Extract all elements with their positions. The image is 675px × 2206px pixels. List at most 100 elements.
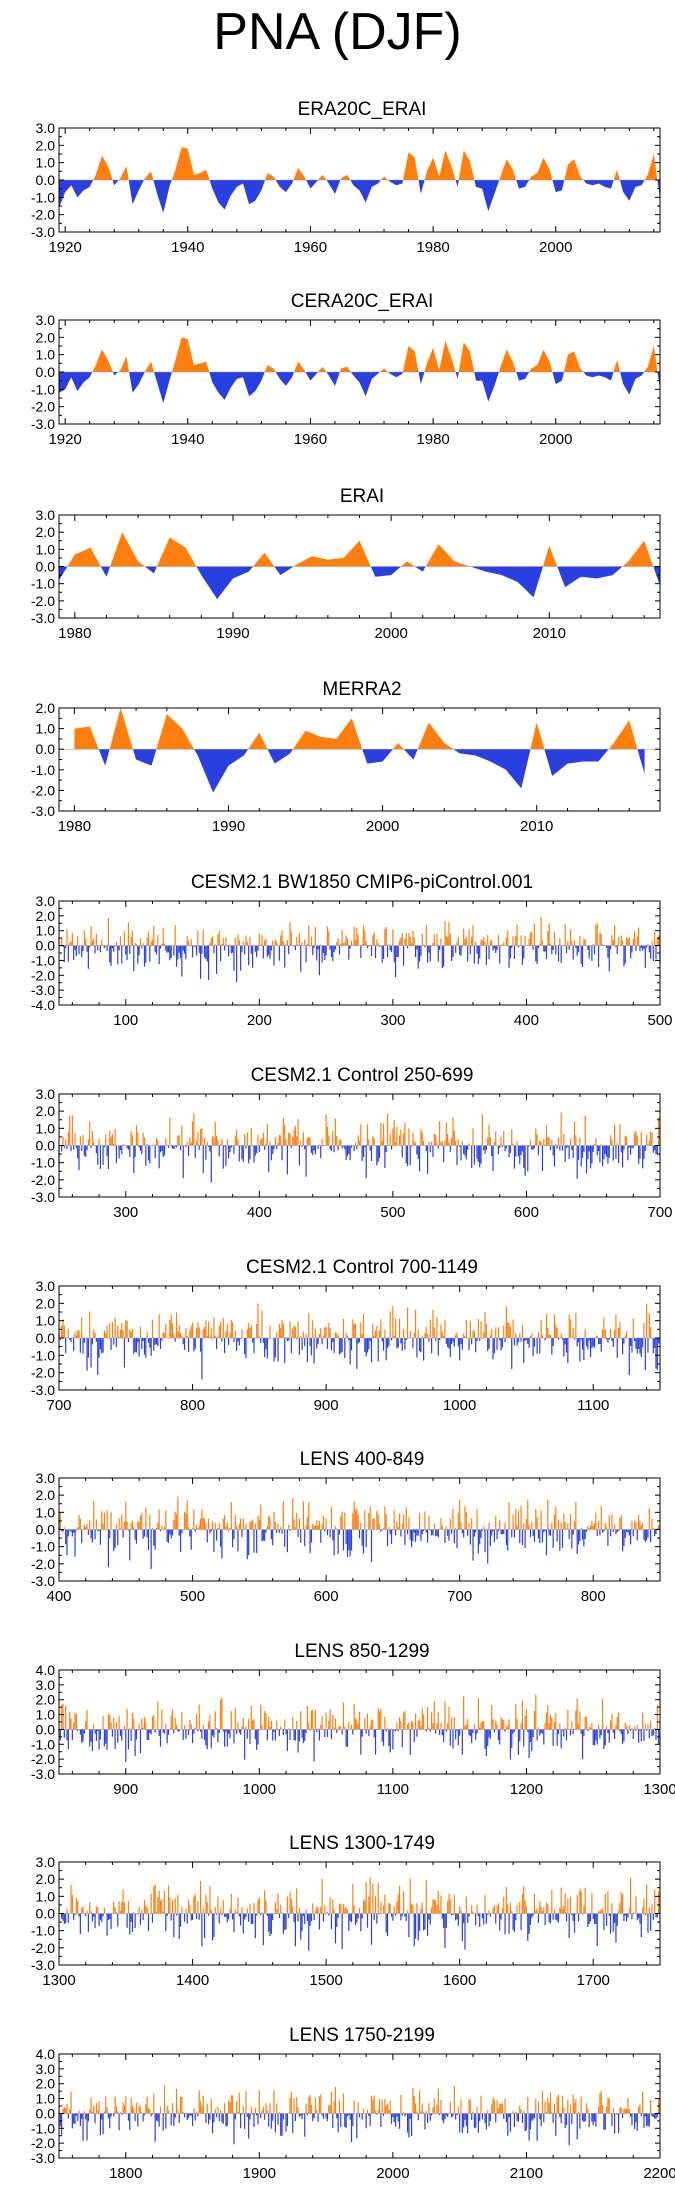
positive-bar xyxy=(397,1526,399,1530)
negative-bar xyxy=(361,1529,363,1546)
negative-bar xyxy=(624,1913,626,1916)
negative-bar xyxy=(266,1729,268,1741)
negative-bar xyxy=(135,1729,138,1740)
positive-bar xyxy=(401,1523,403,1530)
positive-bar xyxy=(627,939,629,946)
positive-bar xyxy=(516,1718,518,1730)
negative-bar xyxy=(63,1145,65,1148)
negative-bar xyxy=(581,1913,584,1915)
positive-bar xyxy=(447,1723,449,1730)
positive-bar xyxy=(389,2100,391,2114)
negative-bar xyxy=(571,1145,573,1150)
positive-bar xyxy=(421,1132,423,1146)
positive-bar xyxy=(288,1132,290,1146)
positive-bar xyxy=(248,1718,250,1730)
positive-bar xyxy=(501,944,503,946)
negative-bar xyxy=(340,1338,342,1354)
negative-bar xyxy=(91,1913,93,1922)
negative-bar xyxy=(293,945,295,947)
negative-bar xyxy=(71,1529,73,1537)
negative-bar xyxy=(655,1338,657,1369)
positive-bar xyxy=(439,1910,441,1914)
negative-bar xyxy=(571,2113,573,2125)
y-tick-label: -1.0 xyxy=(31,1923,55,1939)
negative-bar xyxy=(280,2113,282,2136)
positive-bar xyxy=(613,1524,616,1530)
negative-bar xyxy=(87,945,89,969)
negative-bar xyxy=(555,945,557,955)
positive-bar xyxy=(157,1522,159,1530)
chart-title: CESM2.1 BW1850 CMIP6-piControl.001 xyxy=(191,872,533,893)
positive-bar xyxy=(218,1325,220,1338)
negative-bar xyxy=(349,1145,351,1161)
positive-bar xyxy=(589,1727,592,1730)
negative-bar xyxy=(127,1145,130,1150)
negative-bar xyxy=(195,1913,198,1919)
negative-bar xyxy=(98,1529,100,1532)
positive-bar xyxy=(571,1337,573,1338)
negative-bar xyxy=(344,1338,346,1358)
negative-bar xyxy=(182,945,184,951)
negative-bar xyxy=(360,1913,362,1932)
positive-bar xyxy=(635,1896,637,1914)
negative-bar xyxy=(182,1338,184,1345)
positive-bar xyxy=(202,1724,204,1730)
positive-bar xyxy=(601,1329,604,1338)
negative-bar xyxy=(244,1729,246,1760)
negative-bar xyxy=(398,2113,401,2129)
positive-bar xyxy=(472,1128,474,1146)
negative-bar xyxy=(262,1338,264,1343)
positive-bar xyxy=(209,1886,211,1914)
negative-bar xyxy=(346,1145,349,1156)
negative-bar xyxy=(386,1913,389,1937)
positive-bar xyxy=(635,1131,637,1146)
positive-bar xyxy=(417,1329,419,1338)
negative-bar xyxy=(623,1145,625,1150)
positive-bar xyxy=(314,2097,317,2114)
negative-bar xyxy=(459,1729,461,1736)
positive-bar xyxy=(95,2103,97,2114)
negative-bar xyxy=(317,2113,319,2122)
negative-bar xyxy=(382,945,385,959)
positive-bar xyxy=(592,944,594,946)
negative-bar xyxy=(142,1913,144,1921)
positive-bar xyxy=(460,1728,462,1730)
negative-bar xyxy=(260,1338,262,1344)
negative-bar xyxy=(293,1729,295,1741)
negative-bar xyxy=(253,1338,255,1354)
positive-bar xyxy=(362,1899,365,1914)
positive-bar xyxy=(110,1722,112,1730)
positive-bar xyxy=(273,2089,275,2114)
positive-bar xyxy=(217,2106,219,2114)
positive-bar xyxy=(130,936,132,946)
negative-bar xyxy=(209,1529,211,1534)
negative-bar xyxy=(107,2113,110,2119)
positive-bar xyxy=(225,1331,227,1338)
negative-bar xyxy=(475,1529,477,1533)
negative-bar xyxy=(540,1729,542,1733)
positive-bar xyxy=(312,1523,314,1530)
positive-bar xyxy=(211,1520,214,1530)
negative-bar xyxy=(447,1338,449,1348)
negative-bar xyxy=(655,1729,657,1740)
y-tick-label: -1.0 xyxy=(31,1347,55,1363)
negative-bar xyxy=(603,1145,605,1160)
positive-bar xyxy=(465,1320,467,1338)
positive-bar xyxy=(301,942,303,946)
positive-bar xyxy=(193,1113,195,1146)
positive-bar xyxy=(646,1884,648,1914)
negative-bar xyxy=(630,1529,632,1545)
x-tick-label: 1940 xyxy=(171,431,204,448)
negative-bar xyxy=(527,1729,529,1732)
x-tick-label: 1940 xyxy=(171,239,204,256)
positive-bar xyxy=(297,1118,299,1146)
negative-bar xyxy=(135,1338,138,1353)
negative-bar xyxy=(616,1338,618,1358)
negative-bar xyxy=(237,1529,239,1552)
negative-bar xyxy=(102,1913,104,1917)
negative-bar xyxy=(366,945,369,949)
negative-bar xyxy=(481,1338,483,1339)
negative-bar xyxy=(304,1338,306,1347)
negative-bar xyxy=(615,1145,617,1159)
positive-bar xyxy=(139,1515,142,1530)
